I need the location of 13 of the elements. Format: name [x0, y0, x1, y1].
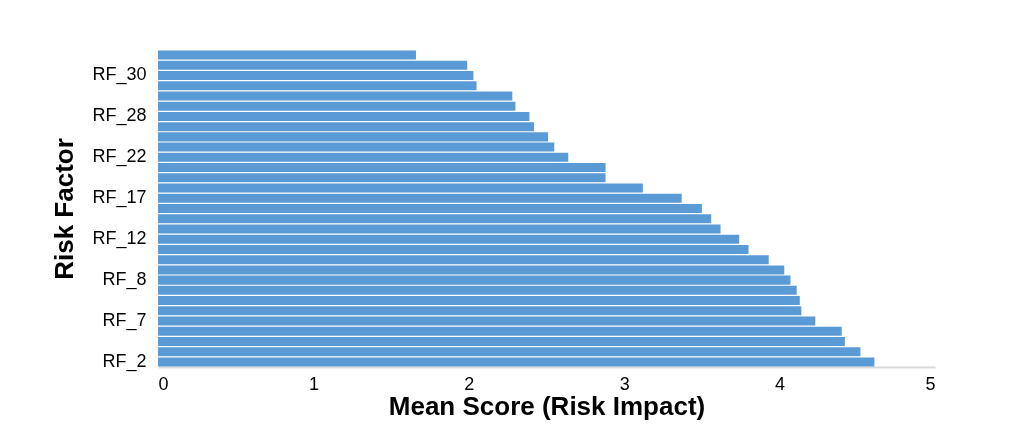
x-tick-label: 4 — [775, 373, 786, 394]
y-tick-label: RF_22 — [92, 146, 147, 168]
y-axis-title: Risk Factor — [49, 138, 80, 280]
y-tick-label: RF_28 — [92, 105, 147, 127]
y-tick-label: RF_30 — [92, 64, 147, 86]
y-tick-label: RF_2 — [102, 350, 147, 372]
x-tick-label: 0 — [158, 373, 169, 394]
y-tick-label: RF_17 — [92, 187, 147, 209]
y-tick-label: RF_8 — [102, 269, 147, 291]
x-tick-label: 5 — [925, 373, 936, 394]
y-tick-label: RF_12 — [92, 228, 147, 250]
y-tick-label: RF_7 — [102, 310, 147, 332]
x-tick-label: 1 — [308, 373, 319, 394]
